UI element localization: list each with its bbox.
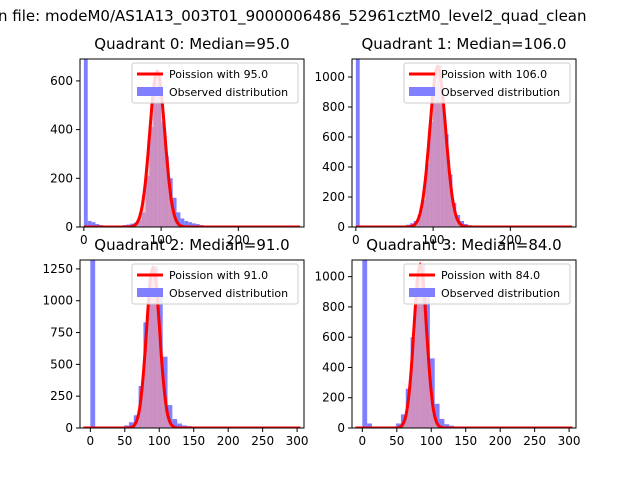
y-tick-label: 600 bbox=[322, 130, 345, 144]
histogram-bar bbox=[167, 405, 173, 428]
legend: Poission with 84.0 Observed distribution bbox=[403, 263, 571, 305]
x-tick-label: 50 bbox=[117, 434, 132, 448]
legend-fit-label: Poission with 91.0 bbox=[169, 269, 268, 282]
histogram-bar bbox=[434, 403, 440, 428]
histogram-bar bbox=[91, 222, 96, 227]
histogram-bar bbox=[128, 422, 134, 428]
y-tick-label: 500 bbox=[50, 357, 73, 371]
x-tick-label: 150 bbox=[182, 434, 205, 448]
legend-fit-label: Poission with 84.0 bbox=[441, 269, 540, 282]
legend-hist-label: Observed distribution bbox=[441, 287, 560, 300]
axes-frame bbox=[79, 259, 305, 429]
legend: Poission with 106.0 Observed distribution bbox=[403, 62, 571, 104]
histogram-bar bbox=[83, 59, 88, 227]
legend: Poission with 91.0 Observed distribution bbox=[131, 263, 299, 305]
axes-frame bbox=[79, 58, 305, 228]
legend-hist-label: Observed distribution bbox=[169, 287, 288, 300]
x-tick-label: 100 bbox=[148, 434, 171, 448]
histogram-bar bbox=[396, 423, 401, 428]
y-tick-label: 400 bbox=[322, 160, 345, 174]
histogram-bar bbox=[90, 260, 96, 428]
histogram-bar bbox=[367, 423, 372, 428]
legend: Poission with 95.0 Observed distribution bbox=[131, 62, 299, 104]
y-tick-label: 0 bbox=[65, 421, 73, 435]
x-tick-label: 250 bbox=[523, 434, 546, 448]
y-tick-label: 0 bbox=[337, 421, 345, 435]
x-tick-label: 300 bbox=[286, 434, 309, 448]
x-tick-label: 0 bbox=[80, 233, 88, 247]
histogram-bar bbox=[192, 223, 196, 227]
x-tick-label: 200 bbox=[217, 434, 240, 448]
panel-title: Quadrant 0: Median=95.0 bbox=[94, 35, 289, 53]
x-tick-label: 100 bbox=[420, 434, 443, 448]
legend-hist-swatch bbox=[409, 288, 435, 297]
histogram-bar bbox=[176, 212, 181, 227]
y-tick-label: 200 bbox=[322, 190, 345, 204]
panel-title: Quadrant 3: Median=84.0 bbox=[366, 236, 561, 254]
histogram-bar bbox=[362, 260, 368, 428]
y-tick-label: 0 bbox=[337, 220, 345, 234]
panel-quadrant-0: 0 100 200 0 200 400 600 Poission with 95.0 Obser… bbox=[50, 35, 305, 247]
x-tick-label: 100 bbox=[150, 233, 173, 247]
histogram-bar bbox=[172, 419, 178, 428]
legend-hist-swatch bbox=[137, 87, 163, 96]
y-tick-label: 1000 bbox=[314, 270, 345, 284]
histogram-bar bbox=[180, 218, 185, 227]
legend-hist-swatch bbox=[137, 288, 163, 297]
histogram-bar bbox=[444, 424, 450, 428]
x-tick-label: 0 bbox=[87, 434, 95, 448]
legend-hist-label: Observed distribution bbox=[441, 86, 560, 99]
x-tick-label: 300 bbox=[558, 434, 581, 448]
x-tick-label: 200 bbox=[499, 233, 522, 247]
x-tick-label: 0 bbox=[359, 434, 367, 448]
y-tick-label: 250 bbox=[50, 389, 73, 403]
panel-quadrant-1: 0 100 200 0 200 400 600 800 1000 Poission with 10… bbox=[314, 35, 577, 247]
y-tick-label: 800 bbox=[322, 100, 345, 114]
axes-frame bbox=[351, 58, 577, 228]
histogram-bar bbox=[355, 59, 360, 227]
histogram-bar bbox=[87, 220, 92, 227]
x-tick-label: 150 bbox=[454, 434, 477, 448]
y-tick-label: 0 bbox=[65, 220, 73, 234]
x-tick-label: 200 bbox=[489, 434, 512, 448]
y-tick-label: 400 bbox=[322, 360, 345, 374]
y-tick-label: 1000 bbox=[314, 70, 345, 84]
histogram-bar bbox=[184, 220, 189, 227]
panel-title: Quadrant 2: Median=91.0 bbox=[94, 236, 289, 254]
y-tick-label: 200 bbox=[50, 171, 73, 185]
x-tick-label: 0 bbox=[352, 233, 360, 247]
y-tick-label: 750 bbox=[50, 326, 73, 340]
panel-title: Quadrant 1: Median=106.0 bbox=[362, 35, 567, 53]
y-tick-label: 600 bbox=[322, 330, 345, 344]
figure-suptitle: n file: modeM0/AS1A13_003T01_9000006486_… bbox=[0, 7, 587, 26]
y-tick-label: 200 bbox=[322, 391, 345, 405]
y-tick-label: 1250 bbox=[42, 262, 73, 276]
y-tick-label: 800 bbox=[322, 300, 345, 314]
y-tick-label: 600 bbox=[50, 74, 73, 88]
y-tick-label: 1000 bbox=[42, 294, 73, 308]
x-tick-label: 50 bbox=[389, 434, 404, 448]
legend-hist-label: Observed distribution bbox=[169, 86, 288, 99]
histogram-bar bbox=[177, 423, 183, 428]
histogram-bar bbox=[188, 222, 192, 227]
x-tick-label: 250 bbox=[251, 434, 274, 448]
histogram-bar bbox=[439, 418, 445, 428]
poisson-fit-line bbox=[355, 64, 573, 227]
y-tick-label: 400 bbox=[50, 123, 73, 137]
axes-frame bbox=[351, 259, 577, 429]
legend-fit-label: Poission with 106.0 bbox=[441, 68, 547, 81]
legend-hist-swatch bbox=[409, 87, 435, 96]
x-tick-label: 100 bbox=[422, 233, 445, 247]
legend-fit-label: Poission with 95.0 bbox=[169, 68, 268, 81]
x-tick-label: 200 bbox=[227, 233, 250, 247]
